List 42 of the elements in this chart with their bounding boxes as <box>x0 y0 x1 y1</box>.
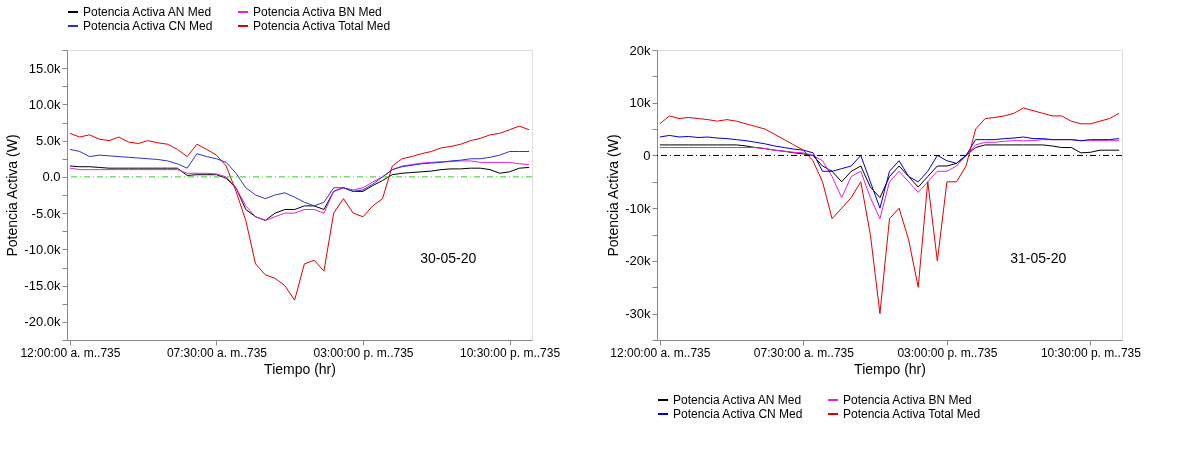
x-axis-title: Tiempo (hr) <box>854 360 926 377</box>
legend-label: Potencia Activa Total Med <box>843 407 981 421</box>
line-series <box>69 125 530 301</box>
y-tick-label: -20.0k <box>24 314 61 330</box>
y-tick-label: -30k <box>625 306 651 322</box>
y-tick-label: -15.0k <box>24 278 61 294</box>
x-tick-label: 10:30:00 p. m..735 <box>1040 345 1142 360</box>
line-series <box>659 134 1120 209</box>
y-tick-label: 20k <box>629 42 651 58</box>
legend-label: Potencia Activa CN Med <box>83 19 213 33</box>
line-series <box>659 107 1120 315</box>
y-tick-label: -5.0k <box>31 205 61 221</box>
y-tick-label: -20k <box>625 253 651 269</box>
y-tick-label: 5.0k <box>35 133 61 149</box>
legend-label: Potencia Activa CN Med <box>673 407 803 421</box>
x-tick-label: 10:30:00 p. m..735 <box>459 345 561 360</box>
annotation: 30-05-20 <box>420 249 477 266</box>
y-tick-label: -10.0k <box>24 241 61 257</box>
y-axis-title: Potencia Activa (W) <box>4 134 21 257</box>
annotation: 31-05-20 <box>1010 249 1067 266</box>
line-series <box>659 139 1120 220</box>
legend-label: Potencia Activa AN Med <box>673 393 802 407</box>
y-tick-label: 0 <box>643 147 651 163</box>
line-series <box>69 148 530 207</box>
legend-label: Potencia Activa BN Med <box>843 393 972 407</box>
y-axis-title: Potencia Activa (W) <box>605 134 622 257</box>
legend-label: Potencia Activa BN Med <box>253 5 382 19</box>
y-tick-label: 15.0k <box>28 60 61 76</box>
legend-label: Potencia Activa AN Med <box>83 5 212 19</box>
x-tick-label: 07:30:00 a. m..735 <box>753 345 855 360</box>
y-tick-label: 10k <box>629 95 651 111</box>
y-tick-label: 0.0 <box>42 169 61 185</box>
x-tick-label: 03:00:00 p. m..735 <box>897 345 998 360</box>
x-tick-label: 12:00:00 a. m..735 <box>20 345 121 360</box>
legend-label: Potencia Activa Total Med <box>253 19 391 33</box>
x-tick-label: 12:00:00 a. m..735 <box>610 345 711 360</box>
line-series <box>659 144 1120 199</box>
x-tick-label: 07:30:00 a. m..735 <box>166 345 268 360</box>
x-tick-label: 03:00:00 p. m..735 <box>313 345 414 360</box>
y-tick-label: 10.0k <box>28 96 61 112</box>
y-tick-label: -10k <box>625 200 651 216</box>
x-axis-title: Tiempo (hr) <box>264 360 336 377</box>
